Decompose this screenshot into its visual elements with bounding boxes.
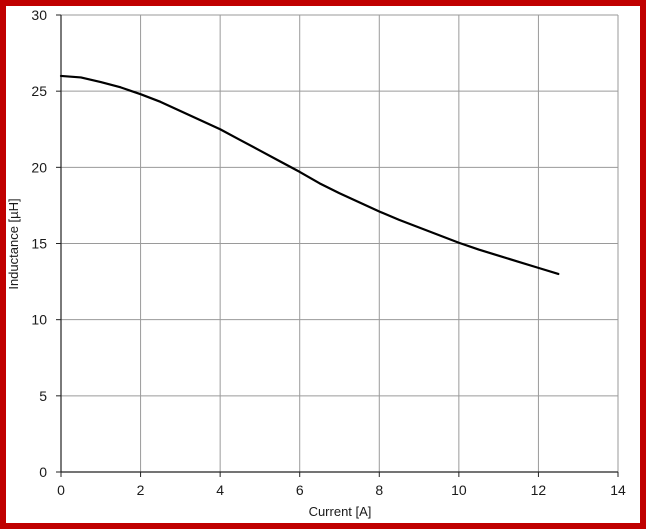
x-tick-label: 2 [137,482,145,498]
x-tick-label: 6 [296,482,304,498]
tick-labels: 0 2 4 6 8 10 12 14 0 5 10 15 20 25 30 [31,7,626,498]
y-tick-label: 20 [31,159,47,175]
x-tick-label: 0 [57,482,65,498]
y-tick-label: 5 [39,388,47,404]
y-tick-label: 15 [31,236,47,252]
y-tick-label: 25 [31,83,47,99]
y-axis-title: Inductance [µH] [6,198,21,289]
y-tick-label: 10 [31,312,47,328]
y-tick-label: 0 [39,464,47,480]
x-tick-label: 10 [451,482,467,498]
series-line [59,74,560,276]
x-tick-label: 12 [531,482,547,498]
x-tick-label: 8 [375,482,383,498]
x-tick-label: 14 [610,482,626,498]
y-tick-label: 30 [31,7,47,23]
axes [56,14,619,477]
x-axis-title: Current [A] [309,504,372,519]
grid [61,14,619,472]
series-layer [59,74,560,276]
x-tick-label: 4 [216,482,224,498]
